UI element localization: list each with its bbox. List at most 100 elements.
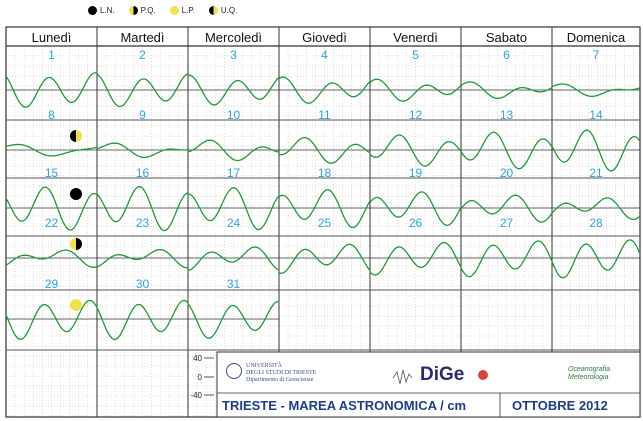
day-number: 6 <box>503 48 510 62</box>
first-quarter-icon <box>70 238 82 250</box>
day-number: 1 <box>48 48 55 62</box>
tide-curve-day-13 <box>460 131 553 170</box>
tide-curve-day-2 <box>96 73 189 108</box>
tide-curve-day-19 <box>369 191 462 226</box>
tide-curve-day-11 <box>278 136 371 164</box>
new-moon-icon <box>88 6 97 15</box>
tide-curve-day-22 <box>5 249 98 268</box>
legend-label: L.N. <box>100 6 115 15</box>
tide-curve-day-8 <box>5 143 98 157</box>
tide-curve-day-17 <box>187 187 280 231</box>
university-line-2: DEGLI STUDI DI TRIESTE <box>246 370 317 376</box>
day-number: 13 <box>499 108 514 122</box>
day-number: 3 <box>230 48 237 62</box>
legend-label: P.Q. <box>140 6 156 15</box>
day-number: 19 <box>408 166 423 180</box>
university-line-3: Dipartimento di Geoscienze <box>246 377 314 383</box>
day-number: 10 <box>226 108 241 122</box>
day-number: 22 <box>44 216 59 230</box>
tide-curve-day-10 <box>187 139 280 162</box>
tide-curve-day-26 <box>369 241 462 276</box>
tide-curve-day-27 <box>460 240 553 278</box>
tide-curve-day-9 <box>96 142 189 159</box>
tide-curve-day-21 <box>551 197 641 221</box>
first-quarter-icon <box>128 6 138 15</box>
university-line-1: UNIVERSITÀ <box>246 363 282 369</box>
legend-item: L.N. <box>88 6 115 15</box>
weekday-header: Martedì <box>120 29 165 45</box>
day-number: 30 <box>135 277 150 291</box>
day-number: 7 <box>592 48 600 62</box>
new-moon-icon <box>70 188 82 200</box>
full-moon-icon <box>169 6 179 15</box>
day-number: 2 <box>139 48 146 62</box>
day-number: 18 <box>317 166 332 180</box>
dige-logo: DiGe <box>420 364 465 385</box>
tide-curve-day-15 <box>5 186 98 231</box>
tide-curve-day-24 <box>187 246 280 272</box>
day-number: 27 <box>499 216 514 230</box>
tide-curve-day-14 <box>551 129 641 172</box>
tide-curve-day-29 <box>5 299 98 340</box>
tide-curve-day-30 <box>96 299 189 341</box>
weekday-header: Venerdì <box>393 29 438 45</box>
legend-item: P.Q. <box>128 6 156 15</box>
footer-box <box>216 351 641 418</box>
last-quarter-icon <box>208 6 218 15</box>
day-number: 4 <box>321 48 328 62</box>
tide-curve-day-23 <box>96 248 189 269</box>
day-number: 20 <box>499 166 514 180</box>
day-number: 14 <box>589 108 603 122</box>
tide-curve-day-12 <box>369 134 462 167</box>
tide-curve-day-28 <box>551 239 641 279</box>
oceano-line-1: Oceanografia <box>568 366 611 373</box>
day-number: 15 <box>44 166 59 180</box>
legend-item: L.P. <box>169 6 195 15</box>
oceanografia-logo: Oceanografia Meteorologia <box>568 366 610 382</box>
university-seal-icon <box>226 363 242 379</box>
university-name: UNIVERSITÀ DEGLI STUDI DI TRIESTE Dipart… <box>246 363 316 384</box>
last-quarter-icon <box>70 130 82 142</box>
legend-label: L.P. <box>181 6 195 15</box>
day-number: 11 <box>318 108 331 122</box>
day-number: 24 <box>226 216 241 230</box>
tide-curve-day-5 <box>369 78 462 102</box>
tide-curve-day-25 <box>278 243 371 274</box>
scale-label-bottom: -40 <box>190 391 202 400</box>
day-number: 29 <box>44 277 59 291</box>
day-number: 5 <box>412 48 419 62</box>
dige-dot-icon <box>478 370 488 380</box>
day-number: 17 <box>226 166 241 180</box>
tide-curve-day-6 <box>460 81 553 100</box>
tide-curve-day-4 <box>278 76 371 104</box>
day-number: 25 <box>317 216 332 230</box>
weekday-header: Giovedì <box>302 29 347 45</box>
tide-curve-day-16 <box>96 185 189 232</box>
day-number: 21 <box>589 166 603 180</box>
weekday-header: Domenica <box>566 29 626 45</box>
day-number: 31 <box>226 277 241 291</box>
full-moon-icon <box>70 299 82 311</box>
tide-curve-day-18 <box>278 189 371 229</box>
day-number: 12 <box>408 108 423 122</box>
tide-curve-day-31 <box>187 300 279 339</box>
day-number: 23 <box>135 216 150 230</box>
seismic-wave-icon <box>392 369 413 385</box>
chart-title: TRIESTE - MAREA ASTRONOMICA / cm <box>222 398 467 413</box>
weekday-header: Mercoledì <box>204 29 263 45</box>
tide-curve-day-3 <box>188 74 280 106</box>
tide-curve-day-1 <box>5 72 98 108</box>
day-number: 8 <box>48 108 55 122</box>
weekday-header: Lunedì <box>31 29 72 45</box>
legend-item: U.Q. <box>208 6 238 15</box>
day-number: 9 <box>139 108 146 122</box>
scale-label-top: 40 <box>193 354 202 363</box>
day-number: 28 <box>589 216 603 230</box>
day-number: 16 <box>135 166 150 180</box>
weekday-header: Sabato <box>485 29 528 45</box>
moon-phase-legend: L.N. P.Q. L.P. U.Q. <box>88 6 237 15</box>
day-number: 26 <box>408 216 423 230</box>
legend-label: U.Q. <box>220 6 238 15</box>
tide-curve-day-7 <box>551 83 641 98</box>
